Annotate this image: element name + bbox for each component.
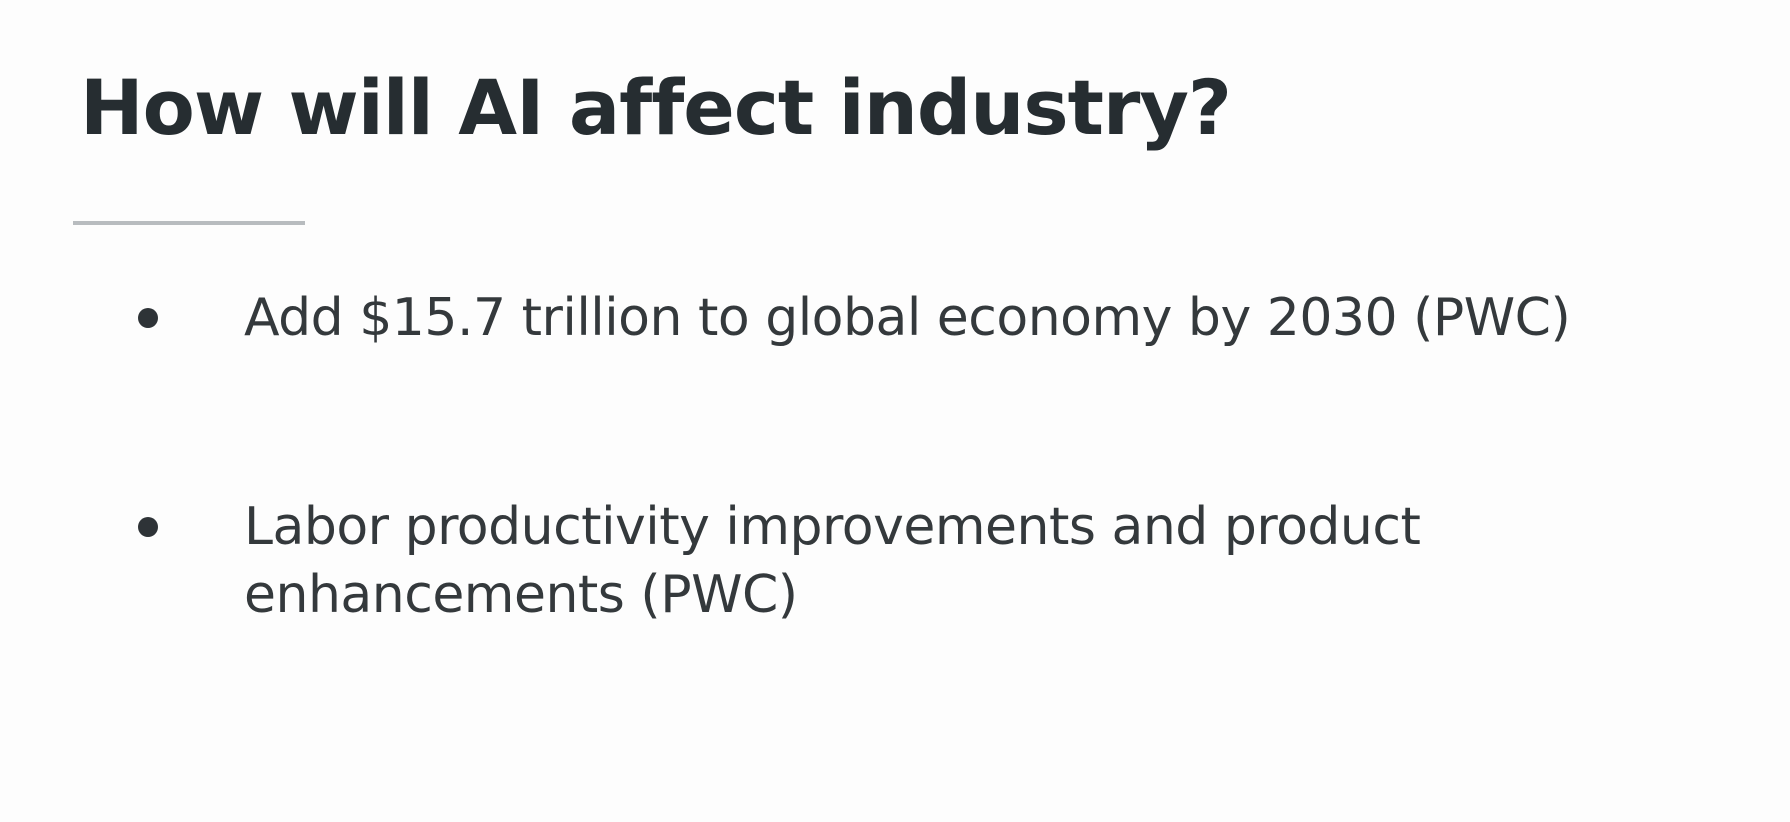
bullet-dot-icon xyxy=(138,308,158,328)
bullet-text: Labor productivity improvements and prod… xyxy=(244,497,1421,625)
bullet-dot-icon xyxy=(138,517,158,537)
slide-title: How will AI affect industry? xyxy=(80,63,1232,152)
bullet-text: Add $15.7 trillion to global economy by … xyxy=(244,288,1571,348)
title-divider xyxy=(73,221,305,225)
